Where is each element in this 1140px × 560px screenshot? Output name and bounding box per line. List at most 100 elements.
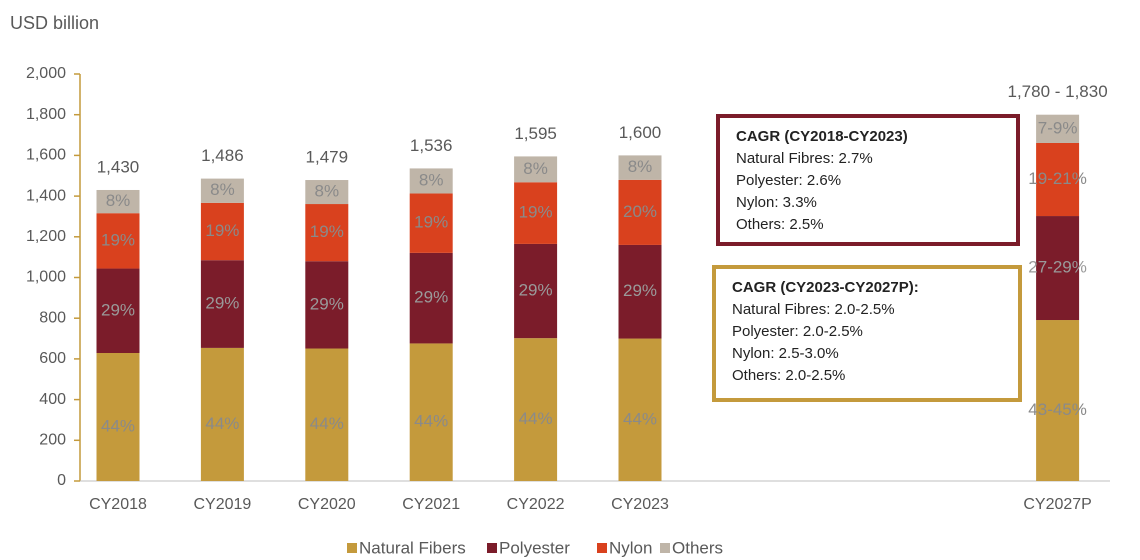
y-tick-label: 1,800: [26, 106, 66, 123]
bar-segment: [409, 343, 453, 481]
segment-label: 44%: [623, 409, 657, 428]
segment-label: 29%: [414, 288, 448, 307]
bar-segment: [1036, 142, 1080, 217]
x-tick-label: CY2019: [193, 496, 251, 513]
segment-label: 8%: [628, 157, 653, 176]
bar-segment: [200, 202, 244, 261]
annotation-box: [712, 265, 1022, 402]
legend-swatch: [347, 543, 357, 553]
total-label: 1,430: [97, 157, 140, 176]
bar-segment: [618, 244, 662, 339]
segment-label: 43-45%: [1028, 400, 1087, 419]
bar-segment: [305, 348, 349, 481]
x-tick-label: CY2023: [611, 496, 669, 513]
bar-segment: [514, 338, 558, 481]
legend-label: Polyester: [499, 538, 570, 557]
segment-label: 8%: [315, 182, 340, 201]
segment-label: 29%: [519, 281, 553, 300]
bar-segment: [200, 347, 244, 481]
annotation-box: [716, 114, 1020, 246]
segment-label: 8%: [523, 159, 548, 178]
bar-segment: [305, 261, 349, 349]
y-tick-label: 1,600: [26, 147, 66, 164]
bar-segment: [200, 260, 244, 348]
total-label: 1,780 - 1,830: [1007, 82, 1107, 101]
annotation-line: Others: 2.5%: [736, 216, 824, 233]
y-tick-label: 1,000: [26, 269, 66, 286]
segment-label: 44%: [205, 414, 239, 433]
legend-swatch: [487, 543, 497, 553]
segment-label: 29%: [310, 294, 344, 313]
bar-segment: [1036, 114, 1080, 143]
bar-segment: [514, 182, 558, 244]
segment-label: 19%: [205, 221, 239, 240]
bar-segment: [1036, 320, 1080, 481]
bar-segment: [96, 352, 140, 481]
legend-label: Nylon: [609, 538, 652, 557]
x-tick-label: CY2021: [402, 496, 460, 513]
bar-segment: [409, 252, 453, 344]
bar-segment: [96, 213, 140, 269]
total-label: 1,486: [201, 146, 244, 165]
x-tick-label: CY2018: [89, 496, 147, 513]
bar-segment: [96, 189, 140, 214]
legend-swatch: [660, 543, 670, 553]
y-axis-label: USD billion: [10, 13, 99, 33]
bar-segment: [200, 178, 244, 203]
annotation-line: Nylon: 2.5-3.0%: [732, 345, 839, 362]
segment-label: 19%: [310, 222, 344, 241]
segment-label: 20%: [623, 202, 657, 221]
segment-label: 44%: [310, 414, 344, 433]
bar-segment: [409, 168, 453, 194]
bar-segment: [618, 338, 662, 481]
segment-label: 29%: [623, 281, 657, 300]
legend-label: Natural Fibers: [359, 538, 466, 557]
segment-label: 8%: [210, 180, 235, 199]
total-label: 1,600: [619, 123, 662, 142]
total-label: 1,479: [306, 148, 349, 167]
y-tick-label: 2,000: [26, 65, 66, 82]
annotation-line: Polyester: 2.0-2.5%: [732, 323, 863, 340]
segment-label: 44%: [414, 412, 448, 431]
y-tick-label: 200: [39, 432, 66, 449]
segment-label: 7-9%: [1038, 118, 1078, 137]
annotation-line: Natural Fibres: 2.0-2.5%: [732, 301, 895, 318]
segment-label: 29%: [205, 294, 239, 313]
bar-segment: [305, 180, 349, 205]
y-tick-label: 600: [39, 350, 66, 367]
y-tick-label: 1,200: [26, 228, 66, 245]
legend-label: Others: [672, 538, 723, 557]
segment-label: 8%: [419, 170, 444, 189]
annotation-line: Nylon: 3.3%: [736, 194, 817, 211]
bar-segment: [96, 268, 140, 353]
annotation-line: Natural Fibres: 2.7%: [736, 150, 873, 167]
y-tick-label: 800: [39, 309, 66, 326]
y-tick-label: 400: [39, 391, 66, 408]
bar-segment: [409, 193, 453, 253]
annotation-line: Polyester: 2.6%: [736, 172, 841, 189]
annotation-line: Others: 2.0-2.5%: [732, 367, 845, 384]
annotation-title: CAGR (CY2018-CY2023): [736, 128, 908, 145]
annotation-title: CAGR (CY2023-CY2027P):: [732, 279, 919, 296]
segment-label: 19-21%: [1028, 169, 1087, 188]
y-tick-label: 1,400: [26, 187, 66, 204]
segment-label: 19%: [414, 213, 448, 232]
bar-segment: [618, 179, 662, 245]
total-label: 1,536: [410, 136, 453, 155]
legend-swatch: [597, 543, 607, 553]
segment-label: 19%: [519, 203, 553, 222]
x-tick-label: CY2027P: [1023, 496, 1092, 513]
x-tick-label: CY2020: [298, 496, 356, 513]
bar-segment: [305, 204, 349, 262]
segment-label: 19%: [101, 230, 135, 249]
x-tick-label: CY2022: [507, 496, 565, 513]
segment-label: 8%: [106, 191, 131, 210]
bar-segment: [514, 156, 558, 183]
total-label: 1,595: [514, 124, 557, 143]
bar-segment: [514, 243, 558, 339]
segment-label: 29%: [101, 300, 135, 319]
segment-label: 27-29%: [1028, 258, 1087, 277]
y-tick-label: 0: [57, 472, 66, 489]
bar-segment: [1036, 216, 1080, 321]
